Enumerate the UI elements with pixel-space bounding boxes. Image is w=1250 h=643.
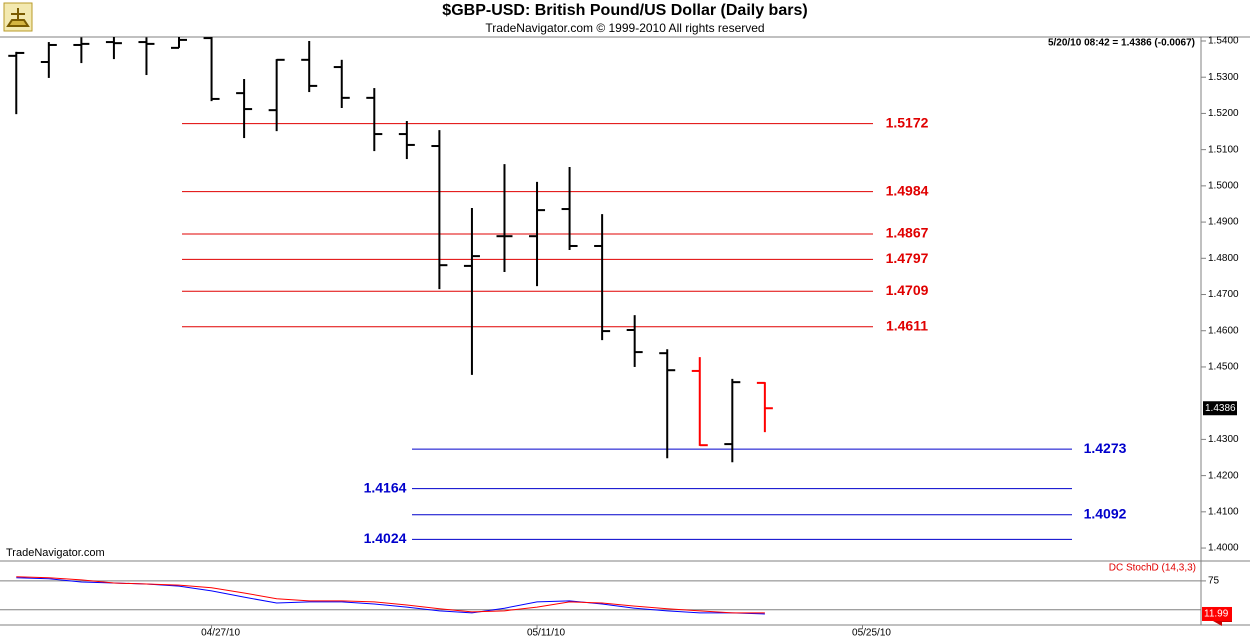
stoch-panel: [0, 576, 1201, 615]
stoch-line: [16, 576, 765, 614]
watermark: TradeNavigator.com: [6, 547, 105, 559]
x-tick-label: 04/27/10: [201, 628, 240, 639]
y-tick-label: 1.5300: [1208, 72, 1239, 83]
resistance-label: 1.4611: [886, 317, 928, 333]
resistance-label: 1.4867: [886, 225, 929, 241]
y-tick-label: 1.5200: [1208, 108, 1239, 119]
ohlc-bar: [171, 37, 188, 49]
y-tick-label: 1.5000: [1208, 181, 1239, 192]
ohlc-bar: [203, 37, 220, 102]
ohlc-bar: [105, 37, 122, 60]
ohlc-bar: [496, 164, 513, 273]
ohlc-bar: [73, 37, 90, 64]
ohlc-bar: [529, 181, 546, 287]
resistance-label: 1.4709: [886, 282, 929, 298]
ohlc-bar: [626, 315, 643, 367]
support-label: 1.4273: [1084, 440, 1127, 456]
ohlc-bar: [8, 51, 25, 115]
ohlc-bar: [561, 167, 578, 250]
x-tick-label: 05/11/10: [527, 628, 566, 639]
quote: 5/20/10 08:42 = 1.4386 (-0.0067): [1048, 38, 1195, 49]
resistance-label: 1.4984: [886, 182, 929, 198]
y-tick-label: 1.4800: [1208, 253, 1239, 264]
y-tick-label: 1.4500: [1208, 362, 1239, 373]
y-tick-label: 1.4600: [1208, 325, 1239, 336]
price-panel: [8, 37, 1072, 540]
y-tick-label: 1.4700: [1208, 289, 1239, 300]
ohlc-bar: [398, 121, 415, 160]
ohlc-bar: [691, 357, 708, 447]
ohlc-bar: [756, 381, 773, 433]
axes: 1.4000 1.4100 1.4200 1.4300 1.4500 1.4600 1.47…: [201, 36, 1239, 639]
y-tick-label: 1.4100: [1208, 506, 1239, 517]
chart-title: $GBP-USD: British Pound/US Dollar (Daily…: [442, 2, 807, 19]
ohlc-bar: [431, 130, 448, 290]
ohlc-bar: [366, 88, 383, 152]
ohlc-bar: [463, 207, 480, 375]
support-label: 1.4024: [364, 530, 407, 546]
ohlc-bar: [659, 349, 676, 459]
y-tick-label: 1.4200: [1208, 470, 1239, 481]
resistance-label: 1.5172: [886, 114, 929, 130]
last-price-box: [1203, 401, 1237, 416]
last-value-box: [1202, 606, 1232, 621]
ohlc-bar: [301, 40, 318, 93]
x-tick-label: 05/25/10: [852, 628, 891, 639]
y-tick-label: 1.5400: [1208, 36, 1239, 47]
y-tick-label: 1.5100: [1208, 144, 1239, 155]
ohlc-bar: [268, 58, 285, 132]
y-tick-label: 75: [1208, 576, 1220, 587]
y-tick-label: 1.4000: [1208, 543, 1239, 554]
last-price-label: 1.4386: [1205, 403, 1236, 414]
panel-title: DC StochD (14,3,3): [1109, 563, 1196, 574]
last-value-label: 11.99: [1204, 609, 1229, 620]
ohlc-bar: [138, 37, 155, 76]
resistance-label: 1.4797: [886, 250, 929, 266]
ohlc-bar: [236, 79, 253, 139]
support-label: 1.4092: [1084, 505, 1127, 521]
chart-subtitle: TradeNavigator.com © 1999-2010 All right…: [485, 21, 764, 35]
y-tick-label: 1.4300: [1208, 434, 1239, 445]
logo: [3, 2, 33, 32]
ohlc-bar: [40, 42, 57, 78]
support-label: 1.4164: [364, 479, 407, 495]
ohlc-bar: [594, 214, 611, 341]
y-tick-label: 1.4900: [1208, 217, 1239, 228]
ohlc-bar: [724, 378, 741, 463]
ohlc-bar: [333, 59, 350, 108]
